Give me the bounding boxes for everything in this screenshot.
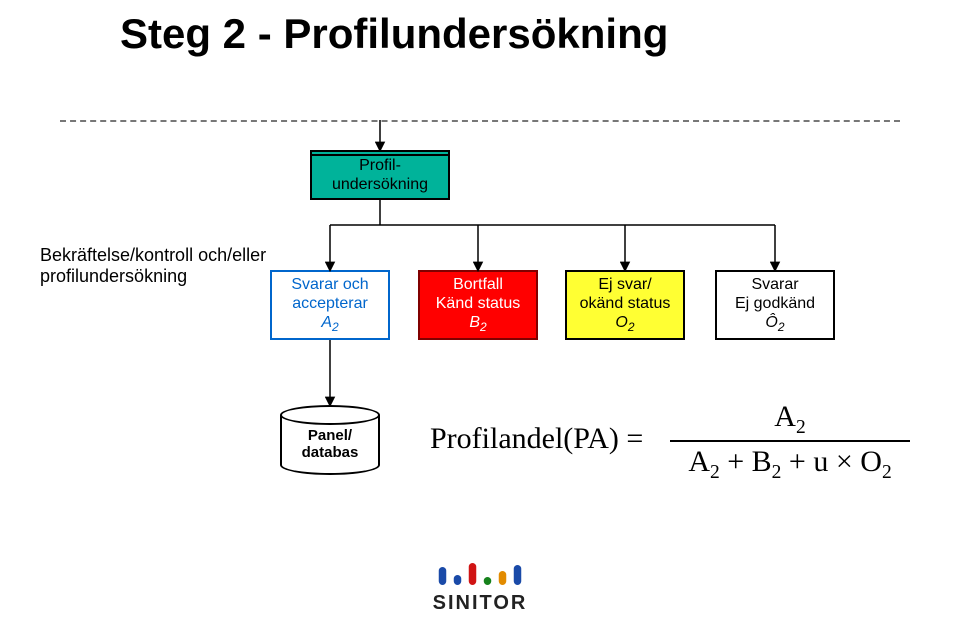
logo-text: SINITOR <box>405 592 555 615</box>
fraction-bar <box>670 440 910 442</box>
page-title: Steg 2 - Profilundersökning <box>0 10 960 58</box>
cyl-line2: databas <box>302 444 359 461</box>
formula-numerator: A2 <box>690 400 890 439</box>
box-profil: Profil-undersökning <box>310 150 450 200</box>
formula-lhs: Profilandel(PA) = <box>430 422 643 456</box>
side-label-line1: Bekräftelse/kontroll och/eller <box>40 245 266 266</box>
side-label: Bekräftelse/kontroll och/eller profilund… <box>40 245 266 287</box>
formula-denominator: A2 + B2 + u × O2 <box>660 445 920 484</box>
cyl-line1: Panel/ <box>308 427 352 444</box>
side-label-line2: profilundersökning <box>40 266 266 287</box>
box-b2: BortfallKänd statusB2 <box>418 270 538 340</box>
box-a2: Svarar ochaccepterarA2 <box>270 270 390 340</box>
panel-database-cylinder: Panel/ databas <box>280 405 380 475</box>
box-ohat2: SvararEj godkändÔ2 <box>715 270 835 340</box>
logo-wave-icon <box>435 563 525 585</box>
phase-divider <box>60 120 900 122</box>
box-o2: Ej svar/okänd statusO2 <box>565 270 685 340</box>
brand-logo: SINITOR <box>405 563 555 615</box>
